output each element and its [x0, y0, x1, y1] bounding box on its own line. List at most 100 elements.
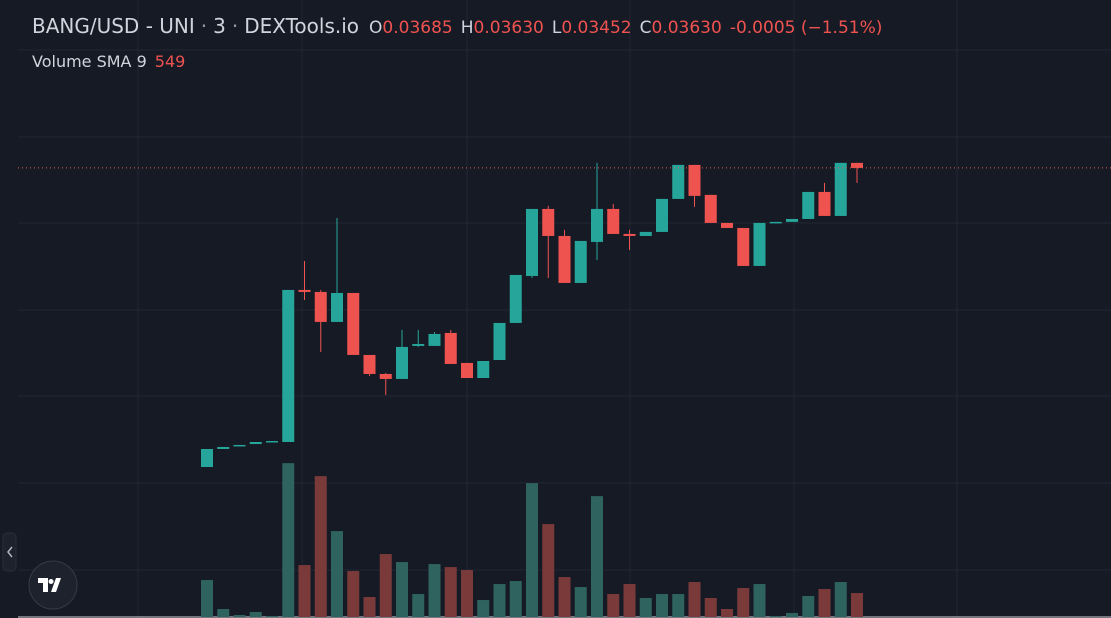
- source: DEXTools.io: [244, 14, 360, 38]
- volume-legend: Volume SMA 9 549: [32, 52, 185, 71]
- volume-bar: [656, 594, 668, 617]
- candle-body: [834, 162, 847, 216]
- candle-body: [737, 227, 750, 266]
- candle-body: [526, 208, 538, 276]
- candle-body: [461, 362, 473, 379]
- volume-bar: [314, 476, 327, 617]
- volume-bar: [379, 554, 392, 617]
- candle-body: [753, 222, 766, 266]
- candle-body: [607, 208, 620, 234]
- change: -0.0005 (−1.51%): [729, 18, 883, 38]
- candle-body: [201, 448, 213, 468]
- ohlc-legend: O0.03685 H0.03630 L0.03452 C0.03630 -0.0005 …: [369, 18, 882, 38]
- volume-bar: [721, 609, 733, 617]
- candle-body: [851, 162, 863, 168]
- candle-body: [428, 333, 441, 346]
- candle-body: [802, 191, 815, 219]
- symbol[interactable]: BANG/USD - UNI: [32, 14, 195, 38]
- candle-body: [623, 233, 636, 236]
- candle-body: [493, 322, 506, 360]
- candle-body: [412, 343, 425, 346]
- legend-label: L: [551, 18, 562, 38]
- volume-bar: [688, 582, 701, 617]
- indicator-name[interactable]: Volume SMA 9: [32, 52, 147, 71]
- candle-body: [574, 240, 587, 283]
- candle-body: [266, 440, 278, 443]
- candle-body: [331, 292, 343, 322]
- volume-bar: [769, 616, 782, 617]
- volume-bar: [834, 582, 847, 617]
- volume-bar: [526, 483, 538, 617]
- candle-body: [314, 291, 327, 322]
- interval[interactable]: 3: [213, 14, 226, 38]
- legend-label: C: [639, 18, 652, 38]
- legend-value: 0.03685: [382, 18, 453, 38]
- candle-body: [558, 235, 571, 283]
- volume-bar: [201, 580, 213, 617]
- volume-bar: [266, 616, 278, 617]
- candle-body: [672, 164, 685, 199]
- volume-bar: [444, 567, 457, 617]
- candle-body: [363, 354, 376, 374]
- candle-body: [639, 231, 652, 236]
- volume-bar: [591, 496, 603, 617]
- volume-bar: [217, 609, 230, 617]
- candle-body: [591, 208, 603, 242]
- volume-bar: [672, 594, 685, 617]
- volume-bar: [347, 571, 360, 617]
- candle-body: [477, 361, 490, 379]
- volume-bar: [639, 598, 652, 617]
- volume-bar: [704, 598, 717, 617]
- volume-bar: [574, 587, 587, 617]
- separator: ·: [231, 14, 239, 38]
- volume-bar: [428, 564, 441, 617]
- candle-body: [249, 442, 262, 445]
- volume-bar: [737, 588, 750, 617]
- volume-bar: [786, 613, 798, 617]
- volume-bar: [818, 589, 831, 617]
- candle-body: [298, 289, 311, 292]
- volume-bar: [396, 562, 408, 617]
- volume-bar: [623, 584, 636, 617]
- candle-body: [379, 373, 392, 379]
- legend-label: O: [369, 18, 383, 38]
- grid: [18, 0, 1111, 618]
- separator: ·: [200, 14, 208, 38]
- candle-body: [444, 332, 457, 364]
- volume-bar: [851, 593, 863, 617]
- volume-bar: [461, 570, 473, 617]
- volume-bar: [509, 581, 522, 617]
- candle-body: [542, 208, 555, 236]
- candle-body: [769, 221, 782, 224]
- volume-bar: [412, 594, 425, 617]
- volume-bar: [233, 615, 246, 617]
- volume-bar: [363, 597, 376, 617]
- volume-bar: [542, 524, 555, 617]
- legend-label: H: [460, 18, 474, 38]
- indicator-value: 549: [154, 52, 186, 71]
- volume-bar: [493, 584, 506, 617]
- volume-bar: [802, 596, 815, 617]
- candle-body: [509, 274, 522, 323]
- volume-bar: [607, 594, 620, 617]
- volume-bar: [282, 463, 295, 617]
- candle-body: [688, 164, 701, 196]
- volume-bar: [477, 600, 490, 617]
- candle-body: [721, 222, 733, 228]
- volume-bar: [558, 577, 571, 617]
- candle-body: [818, 191, 831, 216]
- candle-body: [704, 194, 717, 223]
- legend-value: 0.03630: [651, 18, 722, 38]
- candle-body: [347, 292, 360, 355]
- volume-bar: [331, 531, 343, 617]
- volume-bar: [753, 584, 766, 617]
- candle-body: [656, 198, 668, 232]
- legend-value: 0.03452: [561, 18, 632, 38]
- candle-body: [217, 446, 230, 449]
- candle-body: [282, 289, 295, 443]
- candle-body: [786, 218, 798, 222]
- legend-value: 0.03630: [473, 18, 544, 38]
- header: BANG/USD - UNI · 3 · DEXTools.io O0.03685 H0.0…: [32, 14, 882, 38]
